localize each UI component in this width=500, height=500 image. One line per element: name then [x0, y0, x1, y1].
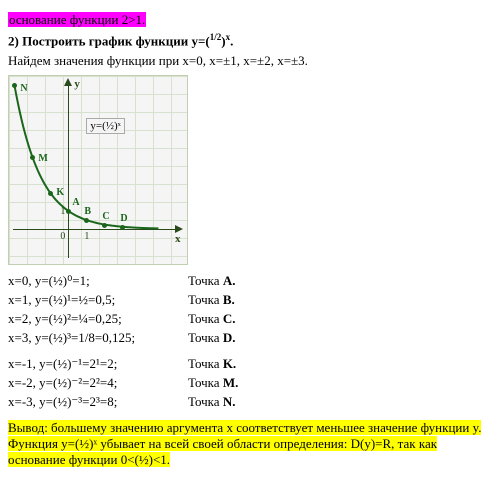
point-name: Точка N.: [188, 394, 235, 410]
value-row: x=3, y=(½)³=1/8=0,125;Точка D.: [8, 330, 492, 346]
point-label-K: K: [56, 187, 64, 198]
task-title: 2) Построить график функции y=(1/2)x.: [8, 32, 492, 49]
calc-text: x=0, y=(½)⁰=1;: [8, 273, 188, 289]
calc-text: x=-2, y=(½)⁻²=2²=4;: [8, 375, 188, 391]
calc-text: x=2, y=(½)²=¼=0,25;: [8, 311, 188, 327]
value-row: x=-1, y=(½)⁻¹=2¹=2;Точка K.: [8, 356, 492, 372]
conclusion-line-1: Вывод: большему значению аргумента x соо…: [8, 420, 481, 435]
calc-text: x=1, y=(½)¹=½=0,5;: [8, 292, 188, 308]
point-name: Точка A.: [188, 273, 235, 289]
function-label: y=(½)ˣ: [86, 118, 124, 134]
task-title-p1: 2) Построить график функции y=(: [8, 33, 210, 48]
conclusion-line-2: Функция y=(½)ˣ убывает на всей своей обл…: [8, 436, 437, 451]
point-label-C: C: [102, 211, 109, 222]
graph: yx011ABCDKMNy=(½)ˣ: [8, 75, 188, 265]
calc-text: x=-3, y=(½)⁻³=2³=8;: [8, 394, 188, 410]
value-row: x=-3, y=(½)⁻³=2³=8;Точка N.: [8, 394, 492, 410]
point-label-B: B: [84, 206, 91, 217]
top-strike: основание функции 2>1.: [8, 12, 146, 27]
value-row: x=2, y=(½)²=¼=0,25;Точка C.: [8, 311, 492, 327]
point-name: Точка C.: [188, 311, 235, 327]
point-label-A: A: [72, 197, 79, 208]
task-title-frac: 1/2: [210, 32, 222, 42]
point-name: Точка K.: [188, 356, 236, 372]
task-title-p3: .: [230, 33, 233, 48]
value-row: x=1, y=(½)¹=½=0,5;Точка B.: [8, 292, 492, 308]
calc-text: x=-1, y=(½)⁻¹=2¹=2;: [8, 356, 188, 372]
point-label-M: M: [38, 153, 47, 164]
conclusion-line-3: основание функции 0<(½)<1.: [8, 452, 170, 467]
point-label-D: D: [120, 213, 127, 224]
intro-text: Найдем значения функции при x=0, x=±1, x…: [8, 53, 492, 69]
point-name: Точка D.: [188, 330, 235, 346]
value-row: x=-2, y=(½)⁻²=2²=4;Точка M.: [8, 375, 492, 391]
point-name: Точка M.: [188, 375, 238, 391]
point-name: Точка B.: [188, 292, 235, 308]
value-row: x=0, y=(½)⁰=1;Точка A.: [8, 273, 492, 289]
conclusion: Вывод: большему значению аргумента x соо…: [8, 420, 492, 468]
point-label-N: N: [20, 83, 27, 94]
value-rows: x=0, y=(½)⁰=1;Точка A.x=1, y=(½)¹=½=0,5;…: [8, 273, 492, 410]
calc-text: x=3, y=(½)³=1/8=0,125;: [8, 330, 188, 346]
